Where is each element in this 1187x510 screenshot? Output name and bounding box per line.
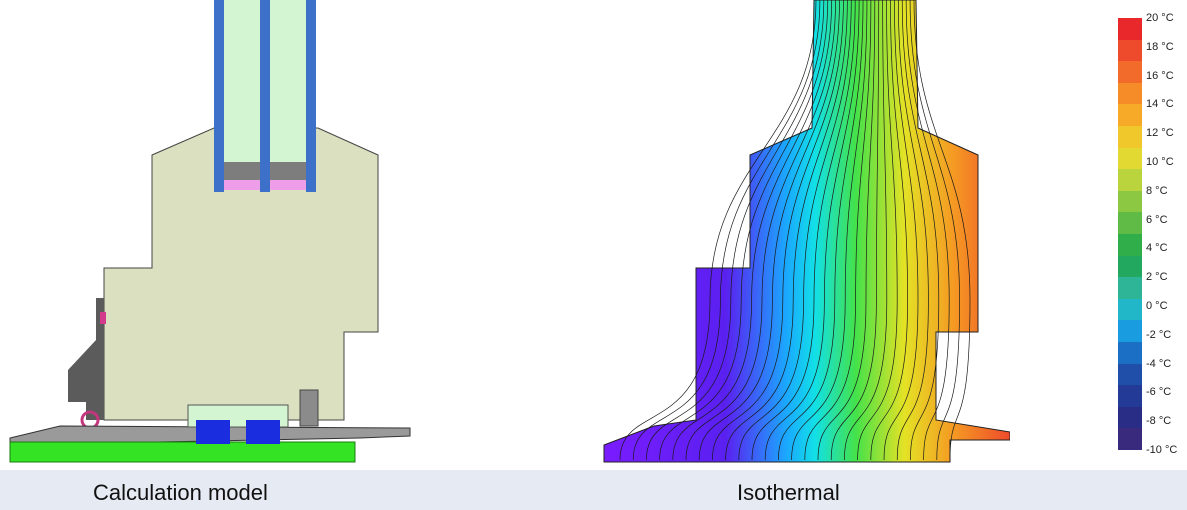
legend-label: 18 °C — [1146, 40, 1174, 53]
legend-label: -8 °C — [1146, 415, 1172, 428]
glazing-frame-mid — [260, 0, 270, 192]
isothermal-figure — [590, 0, 1011, 468]
gasket-2 — [246, 420, 280, 444]
isotherm-line — [778, 0, 864, 461]
legend-swatch — [1118, 18, 1142, 41]
glass-pane-1 — [224, 0, 260, 162]
legend-label: 16 °C — [1146, 69, 1174, 82]
legend-swatch — [1118, 406, 1142, 429]
caption-calculation-model: Calculation model — [93, 480, 268, 505]
legend-swatch — [1118, 190, 1142, 213]
base-green — [9, 441, 356, 463]
isotherm-line — [905, 0, 950, 461]
legend-swatch — [1118, 39, 1142, 62]
legend-swatch — [1118, 234, 1142, 257]
legend-swatch — [1118, 363, 1142, 386]
isothermal-field — [603, 0, 1011, 463]
legend-label: 14 °C — [1146, 98, 1174, 111]
isotherm-line — [712, 0, 844, 461]
spacer-2 — [270, 162, 306, 180]
caption-isothermal: Isothermal — [737, 480, 840, 505]
legend-label: -4 °C — [1146, 357, 1172, 370]
glazing-frame-left — [214, 0, 224, 192]
legend-swatch — [1118, 255, 1142, 278]
legend-swatch — [1118, 104, 1142, 127]
isotherm-line — [632, 0, 821, 461]
steel-profile — [68, 298, 104, 420]
isotherm-line — [857, 0, 898, 461]
isotherm-line — [804, 0, 872, 461]
isotherm-line — [725, 0, 848, 461]
legend-label: 10 °C — [1146, 156, 1174, 168]
isotherm-line — [909, 0, 960, 461]
isotherm-line — [646, 0, 825, 461]
isotherm-line — [896, 0, 929, 461]
isotherm-line — [830, 0, 880, 461]
legend-label: -10 °C — [1146, 444, 1178, 456]
legend-label: 20 °C — [1146, 12, 1174, 24]
legend-swatch — [1118, 385, 1142, 408]
isotherm-line — [844, 0, 888, 461]
temperature-legend: 20 °C 18 °C 16 °C 14 °C 12 °C 10 °C 8 °C 6 °C 4 … — [1118, 12, 1178, 456]
isotherm-line — [870, 0, 908, 461]
legend-swatch — [1118, 147, 1142, 170]
isotherm-line — [913, 0, 971, 461]
legend-swatch — [1118, 428, 1142, 451]
isothermal-drawing — [603, 0, 1011, 463]
legend-swatch — [1118, 61, 1142, 84]
legend-swatch — [1118, 126, 1142, 149]
isotherm-line — [672, 0, 833, 461]
isotherm-line — [698, 0, 840, 461]
calculation-model-figure — [0, 0, 420, 468]
legend-label: 12 °C — [1146, 127, 1174, 140]
legend-swatch — [1118, 82, 1142, 105]
isotherm-lines — [619, 0, 971, 461]
legend-swatch — [1118, 169, 1142, 192]
screw-box — [299, 389, 319, 427]
legend-label: 2 °C — [1146, 271, 1168, 284]
isotherm-line — [619, 0, 817, 461]
isotherm-line — [883, 0, 919, 461]
legend-label: -2 °C — [1146, 328, 1172, 341]
legend-swatch — [1118, 298, 1142, 321]
spacer-1 — [224, 162, 260, 180]
isotherm-line — [751, 0, 856, 461]
legend-swatch — [1118, 342, 1142, 365]
isotherm-line — [791, 0, 868, 461]
glazing-frame-right — [306, 0, 316, 192]
legend-label: 8 °C — [1146, 184, 1168, 197]
isotherm-line — [659, 0, 829, 461]
glass-pane-2 — [270, 0, 306, 162]
gasket-1 — [196, 420, 230, 444]
isotherm-line — [685, 0, 836, 461]
legend-swatch — [1118, 212, 1142, 235]
sealant-1 — [224, 180, 260, 190]
legend-label: -6 °C — [1146, 386, 1172, 399]
legend-label: 0 °C — [1146, 300, 1168, 312]
legend-swatch — [1118, 320, 1142, 343]
legend-color-bar — [1118, 18, 1142, 451]
legend-label: 6 °C — [1146, 213, 1168, 226]
isotherm-line — [738, 0, 852, 461]
isotherm-line — [901, 0, 940, 461]
sealant-2 — [270, 180, 306, 190]
isotherm-line — [817, 0, 876, 461]
caption-strip — [0, 470, 1187, 510]
seal-pink — [100, 312, 106, 324]
legend-label: 4 °C — [1146, 242, 1168, 255]
model-drawing — [9, 0, 411, 463]
legend-swatch — [1118, 277, 1142, 300]
isotherm-line — [764, 0, 860, 461]
